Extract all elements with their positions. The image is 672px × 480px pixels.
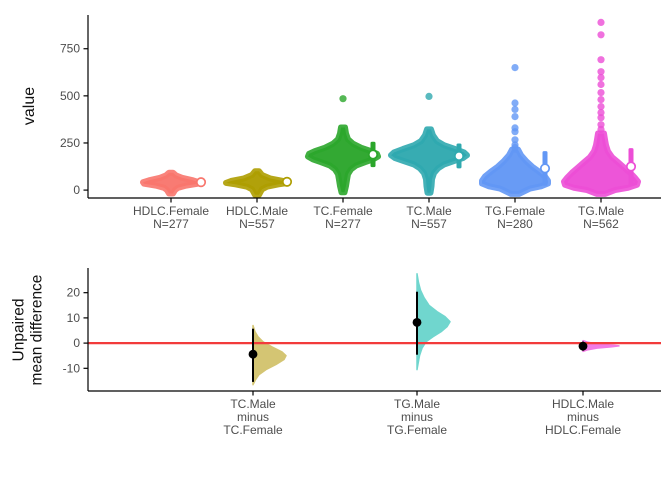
mean-diff-dot-TC.Male bbox=[248, 349, 258, 359]
comparison-label-line1-HDLC.Male: HDLC.Male bbox=[552, 397, 614, 411]
swarm-outliers-TG.Female bbox=[511, 64, 519, 152]
mean-sd-marker-TC.Male bbox=[453, 143, 465, 169]
group-n-label-TG.Female: N=280 bbox=[497, 217, 533, 231]
mean-circle bbox=[367, 149, 379, 160]
swarm-group-TG.Female bbox=[479, 64, 551, 197]
top-y-tick-label-750: 750 bbox=[60, 42, 80, 56]
outlier-dot bbox=[597, 80, 605, 89]
outlier-dot bbox=[597, 74, 605, 82]
comparison-TG.Male-TG.Female bbox=[416, 273, 451, 371]
comparison-label-line2-TG.Male: minus bbox=[401, 410, 433, 424]
swarm-blob-TC.Male bbox=[388, 126, 470, 196]
mean-sd-marker-HDLC.Female bbox=[195, 177, 207, 188]
group-label-HDLC.Female: HDLC.Female bbox=[133, 204, 209, 218]
group-label-TG.Female: TG.Female bbox=[485, 204, 545, 218]
comparison-TC.Male-TC.Female bbox=[252, 324, 287, 386]
group-n-label-TC.Female: N=277 bbox=[325, 217, 361, 231]
outlier-dot bbox=[597, 109, 605, 117]
outlier-dot bbox=[597, 114, 605, 122]
comparison-label-line1-TC.Male: TC.Male bbox=[230, 397, 276, 411]
swarm-outliers-TC.Male bbox=[425, 92, 433, 100]
outlier-dot bbox=[597, 18, 605, 26]
group-n-label-HDLC.Male: N=557 bbox=[239, 217, 275, 231]
comparison-label-line3-TC.Male: TC.Female bbox=[223, 423, 283, 437]
swarm-blob-TC.Female bbox=[305, 124, 381, 196]
effect-size-panel: -1001020TC.MaleminusTC.FemaleTG.Maleminu… bbox=[63, 268, 661, 437]
outlier-dot bbox=[597, 68, 605, 76]
mean-diff-dot-TG.Male bbox=[412, 318, 422, 327]
outlier-dot bbox=[511, 113, 519, 121]
comparison-label-line3-TG.Male: TG.Female bbox=[387, 423, 447, 437]
bottom-y-tick-label-0: 0 bbox=[73, 336, 80, 350]
mean-circle bbox=[195, 177, 207, 188]
swarm-group-HDLC.Female bbox=[140, 169, 207, 197]
mean-circle bbox=[539, 163, 551, 174]
swarm-blob-TG.Female bbox=[479, 146, 551, 197]
mean-circle bbox=[625, 161, 637, 172]
bottom-y-tick-label-20: 20 bbox=[67, 286, 81, 300]
comparison-label-line1-TG.Male: TG.Male bbox=[394, 397, 440, 411]
y-axis-title-mean-difference: Unpaired mean difference bbox=[11, 275, 48, 386]
group-label-TC.Male: TC.Male bbox=[406, 204, 452, 218]
mean-sd-marker-TG.Female bbox=[539, 151, 551, 186]
outlier-dot bbox=[511, 105, 519, 113]
comparison-label-line2-HDLC.Male: minus bbox=[567, 410, 599, 424]
mean-diff-dot-HDLC.Male bbox=[578, 341, 588, 351]
top-y-tick-label-250: 250 bbox=[60, 136, 80, 150]
swarm-group-TC.Female bbox=[305, 95, 381, 196]
bootstrap-violin bbox=[416, 273, 451, 371]
mean-circle bbox=[281, 176, 293, 187]
mean-sd-marker-HDLC.Male bbox=[281, 176, 293, 187]
outlier-dot bbox=[597, 125, 605, 133]
swarm-outliers-TG.Male bbox=[597, 18, 605, 133]
mean-sd-marker-TC.Female bbox=[367, 141, 379, 168]
outlier-dot bbox=[339, 95, 347, 103]
top-y-tick-label-0: 0 bbox=[73, 183, 80, 197]
swarm-blob-TG.Male bbox=[561, 130, 641, 197]
group-label-TC.Female: TC.Female bbox=[313, 204, 373, 218]
bootstrap-violin bbox=[252, 324, 287, 386]
outlier-dot bbox=[511, 143, 519, 152]
swarm-group-TC.Male bbox=[388, 92, 470, 196]
mean-circle bbox=[453, 150, 465, 162]
raw-data-panel: 0250500750HDLC.FemaleN=277HDLC.MaleN=557… bbox=[60, 15, 661, 231]
outlier-dot bbox=[597, 103, 605, 111]
outlier-dot bbox=[511, 64, 519, 72]
swarm-outliers-TC.Female bbox=[339, 95, 347, 103]
group-label-HDLC.Male: HDLC.Male bbox=[226, 204, 288, 218]
group-n-label-HDLC.Female: N=277 bbox=[153, 217, 189, 231]
swarm-group-TG.Male bbox=[561, 18, 641, 197]
swarm-blob-HDLC.Female bbox=[140, 169, 202, 197]
outlier-dot bbox=[511, 128, 519, 136]
outlier-dot bbox=[597, 89, 605, 97]
bottom-y-tick-label--10: -10 bbox=[63, 361, 81, 375]
comparison-label-line2-TC.Male: minus bbox=[237, 410, 269, 424]
group-n-label-TC.Male: N=557 bbox=[411, 217, 447, 231]
outlier-dot bbox=[597, 96, 605, 104]
outlier-dot bbox=[511, 136, 519, 144]
comparison-label-line3-HDLC.Male: HDLC.Female bbox=[545, 423, 621, 437]
top-y-tick-label-500: 500 bbox=[60, 89, 80, 103]
outlier-dot bbox=[597, 56, 605, 64]
group-label-TG.Male: TG.Male bbox=[578, 204, 624, 218]
bottom-y-tick-label-10: 10 bbox=[67, 311, 81, 325]
y-axis-title-value: value bbox=[21, 86, 38, 126]
swarm-group-HDLC.Male bbox=[223, 168, 293, 198]
y-axis-title-line2: mean difference bbox=[29, 274, 46, 386]
group-n-label-TG.Male: N=562 bbox=[583, 217, 619, 231]
swarm-blob-HDLC.Male bbox=[223, 168, 291, 198]
mean-sd-marker-TG.Male bbox=[625, 148, 637, 185]
outlier-dot bbox=[597, 31, 605, 39]
outlier-dot bbox=[511, 99, 519, 107]
y-axis-title-line1: Unpaired bbox=[10, 298, 28, 362]
outlier-dot bbox=[425, 92, 433, 100]
